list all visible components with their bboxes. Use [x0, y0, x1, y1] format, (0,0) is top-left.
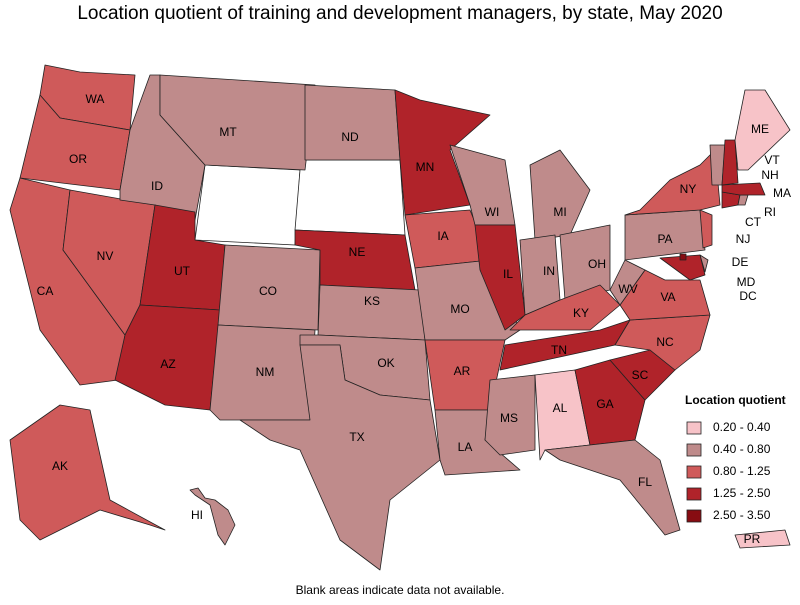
state-label: NJ — [736, 232, 751, 246]
state-shape — [529, 149, 591, 241]
state-label: GA — [596, 397, 613, 411]
legend-swatch — [686, 487, 702, 501]
state-label: DC — [739, 289, 757, 303]
legend-label: 0.80 - 1.25 — [713, 464, 771, 478]
state-shape — [159, 74, 316, 171]
state-label: RI — [764, 205, 776, 219]
state-label: MS — [500, 411, 518, 425]
state-shape — [189, 487, 236, 546]
state-label: TN — [551, 343, 567, 357]
state-label: MN — [416, 160, 435, 174]
state-shape — [624, 149, 721, 216]
state-label: CT — [745, 215, 762, 229]
state-shape — [609, 259, 646, 306]
state-label: OR — [69, 152, 87, 166]
state-label: VT — [764, 153, 780, 167]
state-shape — [474, 224, 526, 331]
state-label: MT — [219, 125, 237, 139]
state-label: ND — [341, 130, 359, 144]
state-shape — [304, 84, 401, 161]
state-label: WI — [485, 205, 500, 219]
state-label: PR — [744, 532, 761, 546]
state-shape — [394, 89, 491, 216]
state-shape — [659, 254, 706, 281]
state-label: LA — [458, 440, 473, 454]
state-label: VA — [660, 290, 675, 304]
state-shape — [9, 404, 166, 541]
state-shape — [699, 209, 713, 249]
state-shape — [509, 284, 621, 331]
legend-label: 2.50 - 3.50 — [713, 508, 771, 522]
legend-swatch — [686, 509, 702, 523]
state-label: SC — [632, 368, 649, 382]
legend-label: 0.20 - 0.40 — [713, 420, 771, 434]
state-label: AK — [52, 459, 68, 473]
state-shape — [734, 89, 791, 171]
state-label: CO — [259, 284, 277, 298]
state-shape-blank — [194, 164, 301, 246]
legend-swatch — [686, 443, 702, 457]
state-label: KS — [364, 294, 380, 308]
state-label: ME — [751, 122, 769, 136]
state-label: MI — [553, 205, 566, 219]
state-label: DE — [732, 255, 749, 269]
legend-label: 0.40 - 0.80 — [713, 442, 771, 456]
state-shape — [574, 359, 646, 446]
state-label: MD — [737, 275, 756, 289]
state-label: AR — [454, 364, 471, 378]
state-label: IL — [503, 267, 513, 281]
state-label: FL — [638, 475, 652, 489]
state-label: PA — [657, 232, 672, 246]
state-label: KY — [573, 306, 589, 320]
legend-label: 1.25 - 2.50 — [713, 486, 771, 500]
state-label: NV — [97, 249, 114, 263]
state-label: NC — [656, 335, 674, 349]
legend: Location quotient 0.20 - 0.40 0.40 - 0.80… — [685, 393, 786, 523]
state-shape-blank — [294, 159, 406, 236]
state-shape — [119, 74, 206, 221]
state-shape — [721, 182, 766, 196]
state-label: MO — [450, 302, 469, 316]
state-label: NY — [680, 182, 697, 196]
state-shape — [484, 374, 536, 456]
state-label: NM — [256, 365, 275, 379]
state-shape — [734, 529, 791, 549]
states: WA OR CA NV ID MT UT AZ CO NM ND NE KS OK TX MN IA MO AR LA… — [9, 64, 791, 571]
state-label: HI — [191, 508, 203, 522]
state-shape — [544, 439, 681, 536]
state-label: TX — [349, 430, 364, 444]
state-label: IA — [437, 229, 448, 243]
state-shape — [737, 194, 749, 206]
state-label: WV — [618, 282, 637, 296]
state-label: OK — [377, 356, 394, 370]
state-label: OH — [588, 257, 606, 271]
state-label: WA — [86, 92, 105, 106]
legend-title: Location quotient — [685, 393, 786, 407]
legend-swatch — [686, 421, 702, 435]
legend-swatch — [686, 465, 702, 479]
state-shape — [721, 139, 739, 186]
state-label: MA — [773, 186, 791, 200]
footnote: Blank areas indicate data not available. — [296, 583, 505, 597]
map-title: Location quotient of training and develo… — [77, 3, 722, 24]
state-label: IN — [543, 264, 555, 278]
state-shape — [679, 253, 687, 261]
state-shape — [239, 344, 441, 571]
state-label: ID — [151, 179, 163, 193]
state-label: AZ — [160, 357, 175, 371]
state-label: NH — [761, 168, 778, 182]
state-label: AL — [553, 401, 568, 415]
state-label: NE — [349, 245, 366, 259]
state-label: CA — [37, 284, 54, 298]
state-label: UT — [174, 264, 191, 278]
